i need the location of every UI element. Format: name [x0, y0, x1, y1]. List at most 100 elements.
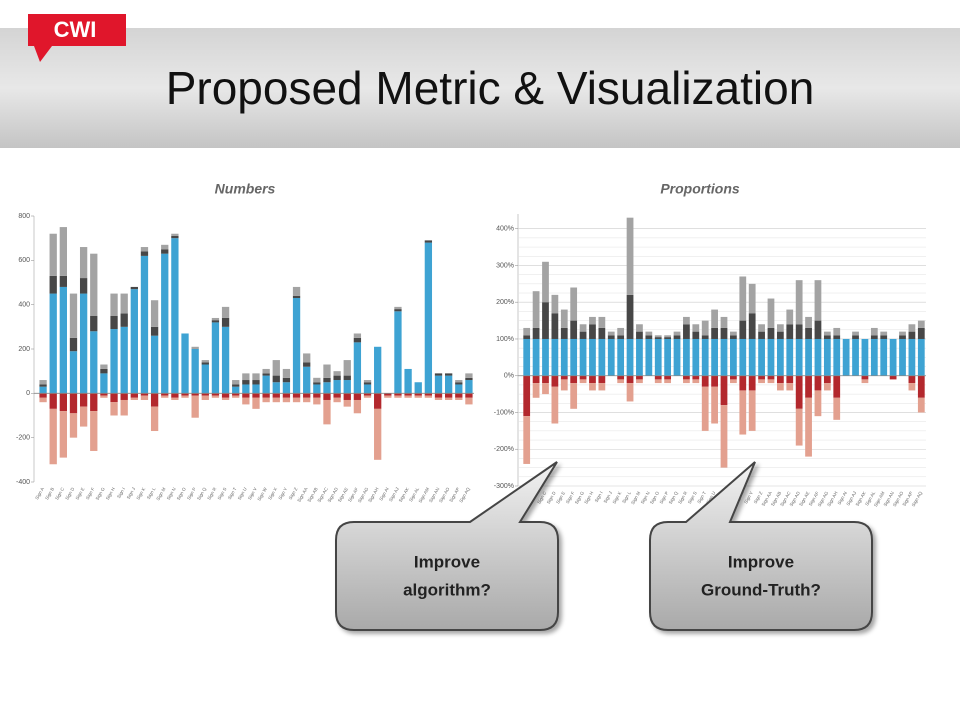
bar-segment: [79, 247, 88, 279]
bar-segment: [69, 393, 78, 414]
bar-segment: [161, 395, 169, 398]
bar-segment: [181, 333, 189, 394]
bar-segment: [570, 383, 578, 409]
bar-segment: [889, 375, 897, 380]
callout-bubble: [335, 461, 559, 631]
bar-segment: [908, 331, 916, 339]
y-tick-label: 200: [18, 346, 30, 353]
bar-segment: [852, 335, 859, 339]
bar-segment: [805, 338, 812, 376]
bar-segment: [161, 249, 169, 254]
bar-segment: [252, 380, 260, 385]
bar-segment: [150, 335, 159, 394]
bar-segment: [795, 408, 803, 446]
y-tick-label: 300%: [496, 262, 514, 269]
bar-segment: [664, 337, 672, 339]
bar-segment: [201, 393, 209, 396]
bar-segment: [201, 395, 209, 400]
bar-segment: [353, 337, 362, 343]
bar-segment: [711, 375, 718, 387]
bar-segment: [232, 386, 240, 394]
bar-segment: [434, 373, 443, 376]
bar-segment: [292, 393, 301, 398]
bar-segment: [49, 233, 57, 276]
bar-segment: [455, 384, 463, 394]
bar-segment: [465, 380, 473, 394]
bar-segment: [776, 331, 784, 339]
bar-segment: [211, 395, 220, 398]
y-tick-label: 800: [18, 213, 30, 220]
bar-segment: [79, 278, 88, 294]
bar-segment: [645, 331, 653, 336]
x-tick-label: Sign N: [640, 491, 651, 505]
bar-segment: [191, 393, 199, 396]
bar-segment: [39, 386, 47, 394]
bar-segment: [786, 324, 794, 339]
bar-segment: [211, 320, 220, 323]
bar-segment: [404, 393, 412, 396]
bar-segment: [805, 327, 812, 339]
x-tick-label: Sign Q: [196, 486, 207, 501]
y-tick-label: 0%: [504, 373, 514, 380]
bar-segment: [560, 309, 568, 328]
y-tick-label: -400: [16, 479, 30, 486]
bar-segment: [823, 331, 831, 336]
bar-segment: [323, 377, 331, 383]
bar-segment: [683, 379, 690, 384]
bar-segment: [617, 379, 625, 384]
bar-segment: [100, 368, 108, 374]
bar-segment: [272, 397, 280, 403]
bar-segment: [465, 393, 473, 398]
bar-segment: [434, 375, 443, 394]
x-tick-label: Sign T: [696, 490, 707, 504]
bar-segment: [560, 327, 568, 339]
bar-segment: [560, 338, 568, 376]
bar-segment: [465, 373, 473, 378]
bar-segment: [191, 395, 199, 418]
bar-segment: [282, 397, 291, 403]
bar-segment: [211, 393, 220, 396]
callout-2: Improve Ground-Truth?: [649, 461, 873, 631]
bar-segment: [120, 393, 128, 400]
bar-segment: [542, 383, 549, 395]
bar-segment: [617, 375, 625, 380]
bar-segment: [292, 295, 301, 299]
bar-segment: [394, 395, 402, 398]
bar-segment: [654, 338, 662, 376]
bar-segment: [917, 397, 925, 413]
y-tick-label: -100%: [494, 409, 514, 416]
bar-segment: [786, 375, 794, 384]
bar-segment: [465, 397, 473, 405]
callout-text: Improve: [728, 552, 794, 571]
bar-segment: [374, 393, 382, 409]
bar-segment: [313, 393, 321, 398]
bar-segment: [424, 242, 433, 394]
bar-segment: [870, 327, 878, 336]
bar-segment: [814, 390, 822, 417]
bar-segment: [39, 397, 47, 403]
bar-segment: [282, 382, 291, 394]
y-tick-label: 200%: [496, 299, 514, 306]
bar-segment: [69, 337, 78, 352]
bar-segment: [579, 375, 587, 380]
bar-segment: [191, 346, 199, 349]
bar-segment: [272, 375, 280, 383]
bar-segment: [120, 313, 128, 327]
bar-segment: [374, 346, 382, 394]
bar-segment: [262, 375, 270, 394]
bar-segment: [711, 309, 718, 328]
bar-segment: [181, 395, 189, 398]
bar-segment: [39, 384, 47, 387]
bar-segment: [579, 379, 587, 384]
callout-1: Improve algorithm?: [335, 461, 559, 631]
bar-segment: [683, 316, 690, 325]
bar-segment: [363, 382, 372, 385]
bar-segment: [823, 335, 831, 339]
bar-segment: [140, 393, 149, 396]
bar-segment: [748, 375, 756, 391]
y-tick-label: 600: [18, 257, 30, 264]
bar-segment: [899, 338, 906, 376]
bar-segment: [374, 408, 382, 460]
bar-segment: [424, 240, 433, 243]
